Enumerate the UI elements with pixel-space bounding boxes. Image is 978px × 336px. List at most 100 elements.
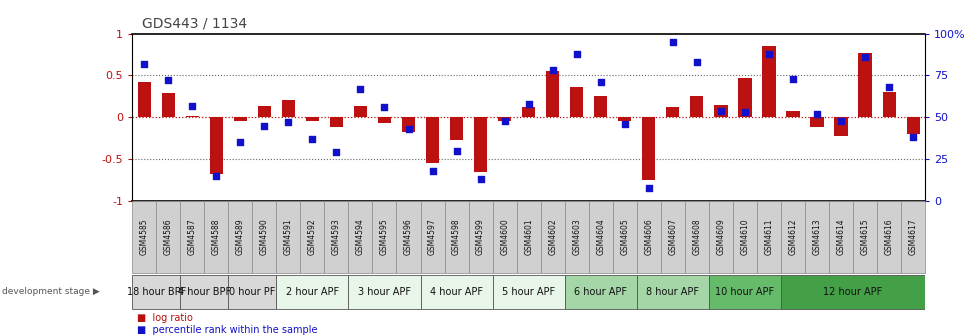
Bar xyxy=(444,201,468,273)
Point xyxy=(496,118,511,123)
Text: GDS443 / 1134: GDS443 / 1134 xyxy=(142,16,246,30)
Point xyxy=(448,148,464,154)
Point xyxy=(377,104,392,110)
Text: GSM4610: GSM4610 xyxy=(739,219,749,255)
Text: GSM4597: GSM4597 xyxy=(427,219,436,255)
Point xyxy=(160,78,176,83)
Bar xyxy=(228,201,252,273)
Bar xyxy=(421,201,444,273)
Bar xyxy=(785,111,799,117)
Text: GSM4592: GSM4592 xyxy=(307,219,317,255)
Point xyxy=(400,126,416,132)
Point xyxy=(472,176,488,182)
Bar xyxy=(521,107,535,117)
Bar xyxy=(666,107,679,117)
Text: 12 hour APF: 12 hour APF xyxy=(822,287,882,297)
Bar xyxy=(737,78,751,117)
Text: GSM4586: GSM4586 xyxy=(163,219,172,255)
Text: GSM4609: GSM4609 xyxy=(716,219,725,255)
Text: 2 hour APF: 2 hour APF xyxy=(286,287,338,297)
Bar xyxy=(353,106,367,117)
Bar xyxy=(762,46,775,117)
Bar xyxy=(876,201,900,273)
Bar xyxy=(689,96,703,117)
Bar xyxy=(209,117,223,174)
Bar xyxy=(425,117,439,163)
Bar xyxy=(780,201,804,273)
Text: GSM4600: GSM4600 xyxy=(500,219,509,255)
Bar xyxy=(252,201,276,273)
Bar xyxy=(708,275,780,309)
Point xyxy=(857,54,872,60)
Point xyxy=(352,86,368,91)
Point xyxy=(208,173,224,178)
Bar xyxy=(276,275,348,309)
Bar xyxy=(372,201,396,273)
Bar xyxy=(804,201,828,273)
Bar xyxy=(228,275,276,309)
Bar xyxy=(685,201,708,273)
Point xyxy=(760,51,776,56)
Point xyxy=(304,136,320,142)
Point xyxy=(424,168,440,173)
Text: GSM4599: GSM4599 xyxy=(475,219,485,255)
Bar xyxy=(180,275,228,309)
Text: GSM4596: GSM4596 xyxy=(404,219,413,255)
Point xyxy=(905,135,920,140)
Point xyxy=(809,111,824,117)
Text: 3 hour APF: 3 hour APF xyxy=(358,287,411,297)
Bar xyxy=(636,201,660,273)
Bar xyxy=(810,117,822,127)
Text: GSM4590: GSM4590 xyxy=(259,219,269,255)
Point xyxy=(232,140,247,145)
Text: GSM4604: GSM4604 xyxy=(596,219,604,255)
Text: GSM4587: GSM4587 xyxy=(188,219,197,255)
Bar xyxy=(132,201,156,273)
Bar xyxy=(492,275,564,309)
Text: GSM4606: GSM4606 xyxy=(644,219,652,255)
Text: GSM4608: GSM4608 xyxy=(691,219,700,255)
Text: 10 hour APF: 10 hour APF xyxy=(715,287,774,297)
Point xyxy=(689,59,704,65)
Text: GSM4588: GSM4588 xyxy=(211,219,221,255)
Bar xyxy=(276,201,300,273)
Text: GSM4585: GSM4585 xyxy=(140,219,149,255)
Point xyxy=(832,118,848,123)
Text: 6 hour APF: 6 hour APF xyxy=(574,287,627,297)
Text: GSM4601: GSM4601 xyxy=(523,219,533,255)
Text: GSM4605: GSM4605 xyxy=(620,219,629,255)
Text: GSM4595: GSM4595 xyxy=(379,219,388,255)
Bar xyxy=(498,117,511,121)
Text: ■  log ratio: ■ log ratio xyxy=(137,312,193,323)
Text: 4 hour BPF: 4 hour BPF xyxy=(178,287,231,297)
Bar xyxy=(348,275,421,309)
Bar xyxy=(132,275,180,309)
Bar xyxy=(852,201,876,273)
Bar xyxy=(330,117,342,127)
Text: GSM4589: GSM4589 xyxy=(236,219,244,255)
Bar xyxy=(900,201,924,273)
Text: GSM4602: GSM4602 xyxy=(548,219,556,255)
Point xyxy=(256,123,272,128)
Text: ■  percentile rank within the sample: ■ percentile rank within the sample xyxy=(137,325,317,335)
Text: GSM4615: GSM4615 xyxy=(860,219,868,255)
Bar xyxy=(473,117,487,172)
Bar xyxy=(833,117,847,136)
Point xyxy=(641,185,656,190)
Bar xyxy=(421,275,492,309)
Point xyxy=(520,101,536,107)
Bar xyxy=(204,201,228,273)
Bar xyxy=(234,117,246,121)
Point xyxy=(880,84,896,90)
Text: GSM4613: GSM4613 xyxy=(812,219,821,255)
Bar xyxy=(468,201,492,273)
Text: GSM4594: GSM4594 xyxy=(356,219,365,255)
Bar xyxy=(636,275,708,309)
Point xyxy=(136,61,152,67)
Text: 0 hour PF: 0 hour PF xyxy=(229,287,275,297)
Point xyxy=(568,51,584,56)
Text: GSM4612: GSM4612 xyxy=(787,219,797,255)
Point xyxy=(329,150,344,155)
Bar xyxy=(594,95,606,117)
Text: GSM4591: GSM4591 xyxy=(284,219,292,255)
